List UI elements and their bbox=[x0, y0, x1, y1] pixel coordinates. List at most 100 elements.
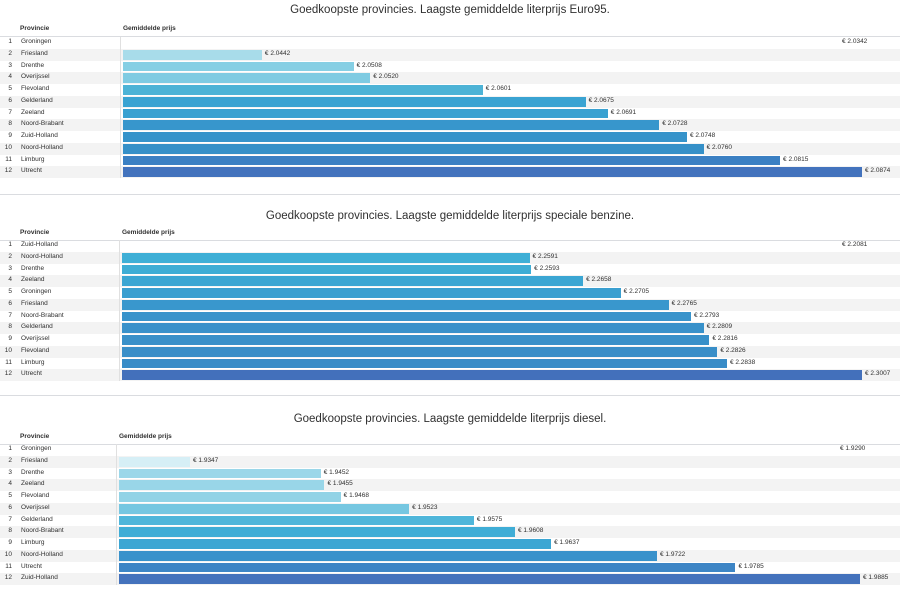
value-label: € 1.9637 bbox=[554, 539, 580, 546]
column-divider bbox=[120, 84, 121, 96]
table-row: 5 Groningen € 2.2705 bbox=[0, 287, 900, 299]
panel-divider bbox=[0, 395, 900, 396]
row-provincie: Flevoland bbox=[21, 492, 50, 499]
column-divider bbox=[116, 479, 117, 491]
row-provincie: Overijssel bbox=[21, 73, 50, 81]
column-divider bbox=[120, 37, 121, 49]
value-label: € 1.9722 bbox=[660, 550, 686, 558]
value-bar bbox=[122, 299, 669, 310]
row-provincie: Utrecht bbox=[21, 562, 42, 570]
column-header-provincie[interactable]: Provincie bbox=[20, 25, 50, 32]
row-provincie: Zuid-Holland bbox=[21, 241, 58, 248]
row-provincie: Flevoland bbox=[21, 85, 50, 92]
value-label: € 1.9575 bbox=[476, 515, 503, 523]
value-bar bbox=[122, 358, 727, 369]
column-header-gemiddelde-prijs[interactable]: Gemiddelde prijs bbox=[122, 229, 175, 236]
value-label: € 2.2838 bbox=[729, 358, 756, 366]
table-row: 4 Zeeland € 1.9455 bbox=[0, 479, 900, 491]
value-label: € 1.9608 bbox=[518, 527, 544, 535]
value-bar bbox=[122, 311, 691, 322]
column-divider bbox=[116, 561, 117, 574]
table-row: 1 Zuid-Holland € 2.2081 bbox=[0, 240, 900, 252]
value-label: € 1.9452 bbox=[323, 468, 350, 476]
table-row: 12 Utrecht € 2.3007 bbox=[0, 369, 900, 381]
row-rank: 9 bbox=[8, 335, 12, 342]
row-provincie: Noord-Holland bbox=[21, 143, 63, 151]
row-rank: 10 bbox=[4, 346, 12, 354]
value-bar bbox=[123, 49, 262, 60]
value-bar bbox=[123, 85, 483, 95]
column-header-gemiddelde-prijs[interactable]: Gemiddelde prijs bbox=[123, 25, 176, 32]
table-row: 9 Overijssel € 2.2816 bbox=[0, 334, 900, 346]
value-bar bbox=[123, 132, 687, 142]
value-label: € 1.9523 bbox=[412, 503, 438, 511]
header-divider bbox=[0, 240, 900, 241]
row-provincie: Groningen bbox=[21, 445, 52, 452]
table-row: 11 Utrecht € 1.9785 bbox=[0, 561, 900, 574]
value-label: € 2.2705 bbox=[623, 288, 649, 295]
column-divider bbox=[119, 345, 120, 358]
table-row: 10 Noord-Holland € 2.0760 bbox=[0, 142, 900, 155]
row-provincie: Gelderland bbox=[21, 323, 53, 331]
value-label: € 2.0508 bbox=[356, 61, 382, 69]
column-divider bbox=[119, 334, 120, 346]
table-row: 2 Noord-Holland € 2.2591 bbox=[0, 251, 900, 264]
value-label: € 2.0520 bbox=[373, 73, 399, 81]
value-bar bbox=[119, 550, 657, 561]
column-divider bbox=[116, 467, 117, 480]
row-provincie: Gelderland bbox=[21, 515, 53, 523]
row-provincie: Limburg bbox=[21, 539, 45, 546]
column-divider bbox=[120, 60, 121, 73]
column-divider bbox=[120, 166, 121, 178]
row-provincie: Zeeland bbox=[21, 276, 45, 284]
row-provincie: Overijssel bbox=[21, 503, 50, 511]
value-label: € 2.0874 bbox=[865, 167, 891, 175]
value-label: € 2.0748 bbox=[689, 132, 716, 139]
row-rank: 2 bbox=[8, 49, 12, 57]
row-rank: 2 bbox=[8, 252, 12, 260]
value-label: € 2.0728 bbox=[662, 120, 688, 128]
value-bar bbox=[123, 143, 704, 154]
row-provincie: Noord-Brabant bbox=[21, 120, 64, 128]
row-rank: 12 bbox=[4, 370, 12, 378]
column-divider bbox=[120, 154, 121, 167]
row-provincie: Limburg bbox=[21, 358, 45, 366]
column-divider bbox=[120, 95, 121, 108]
value-bar bbox=[119, 456, 190, 467]
row-provincie: Overijssel bbox=[21, 335, 50, 342]
row-provincie: Noord-Brabant bbox=[21, 527, 64, 535]
value-bar bbox=[119, 503, 410, 514]
column-header-gemiddelde-prijs[interactable]: Gemiddelde prijs bbox=[119, 433, 172, 440]
value-bar bbox=[122, 370, 862, 380]
table-row: 7 Zeeland € 2.0691 bbox=[0, 107, 900, 120]
row-rank: 5 bbox=[8, 85, 12, 92]
row-rank: 10 bbox=[4, 143, 12, 151]
table-row: 3 Drenthe € 1.9452 bbox=[0, 467, 900, 480]
row-rank: 11 bbox=[5, 358, 12, 366]
row-rank: 10 bbox=[4, 550, 12, 558]
row-rank: 8 bbox=[8, 527, 12, 535]
column-divider bbox=[120, 131, 121, 143]
row-rank: 8 bbox=[8, 323, 12, 331]
column-header-provincie[interactable]: Provincie bbox=[20, 433, 50, 440]
row-provincie: Friesland bbox=[21, 456, 48, 464]
value-label: € 2.3007 bbox=[865, 370, 891, 378]
value-label: € 1.9290 bbox=[840, 445, 866, 452]
column-divider bbox=[120, 107, 121, 120]
value-label: € 1.9468 bbox=[343, 492, 369, 499]
column-divider bbox=[119, 251, 120, 264]
column-divider bbox=[119, 322, 120, 334]
value-bar bbox=[119, 480, 325, 490]
column-header-provincie[interactable]: Provincie bbox=[20, 229, 50, 236]
row-provincie: Noord-Holland bbox=[21, 550, 63, 558]
row-rank: 12 bbox=[4, 574, 12, 582]
table-row: 3 Drenthe € 2.2593 bbox=[0, 263, 900, 276]
value-bar bbox=[122, 288, 621, 298]
table-row: 9 Zuid-Holland € 2.0748 bbox=[0, 131, 900, 143]
table-row: 10 Flevoland € 2.2826 bbox=[0, 345, 900, 358]
row-rank: 7 bbox=[8, 108, 12, 116]
row-provincie: Utrecht bbox=[21, 167, 42, 175]
column-divider bbox=[116, 455, 117, 468]
column-divider bbox=[116, 538, 117, 550]
value-bar bbox=[119, 468, 321, 479]
